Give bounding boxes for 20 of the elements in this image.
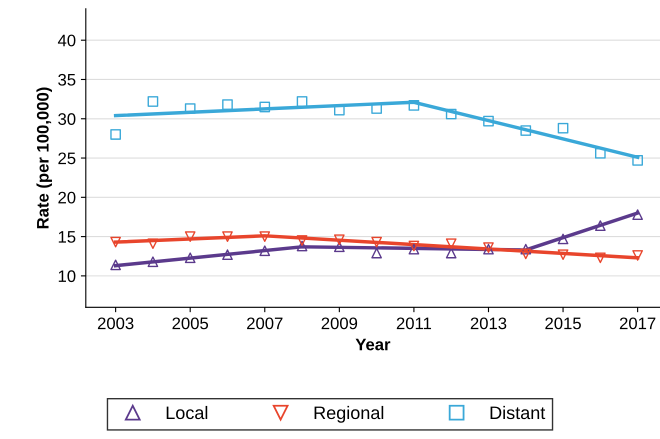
x-tick-label: 2009 [322, 317, 358, 330]
y-axis-title: Rate (per 100,000) [36, 88, 52, 228]
x-tick-label: 2015 [545, 317, 581, 330]
y-tick-label: 20 [58, 192, 76, 204]
legend-label: Local [166, 406, 208, 420]
y-tick-label: 30 [58, 113, 76, 125]
x-tick-label: 2003 [98, 317, 134, 330]
x-tick-label: 2017 [620, 317, 656, 330]
x-tick-label: 2013 [470, 317, 506, 330]
x-tick-label: 2005 [172, 317, 208, 330]
legend-label: Regional [314, 406, 384, 423]
x-axis-title: Year [356, 338, 390, 350]
x-tick-label: 2007 [247, 317, 282, 330]
y-tick-label: 10 [58, 270, 76, 282]
y-tick-label: 35 [58, 74, 76, 86]
y-tick-label: 15 [58, 231, 76, 243]
y-tick-label: 40 [58, 34, 76, 46]
x-tick-label: 2011 [396, 317, 432, 330]
legend-label: Distant [490, 406, 546, 420]
y-tick-label: 25 [58, 152, 76, 164]
